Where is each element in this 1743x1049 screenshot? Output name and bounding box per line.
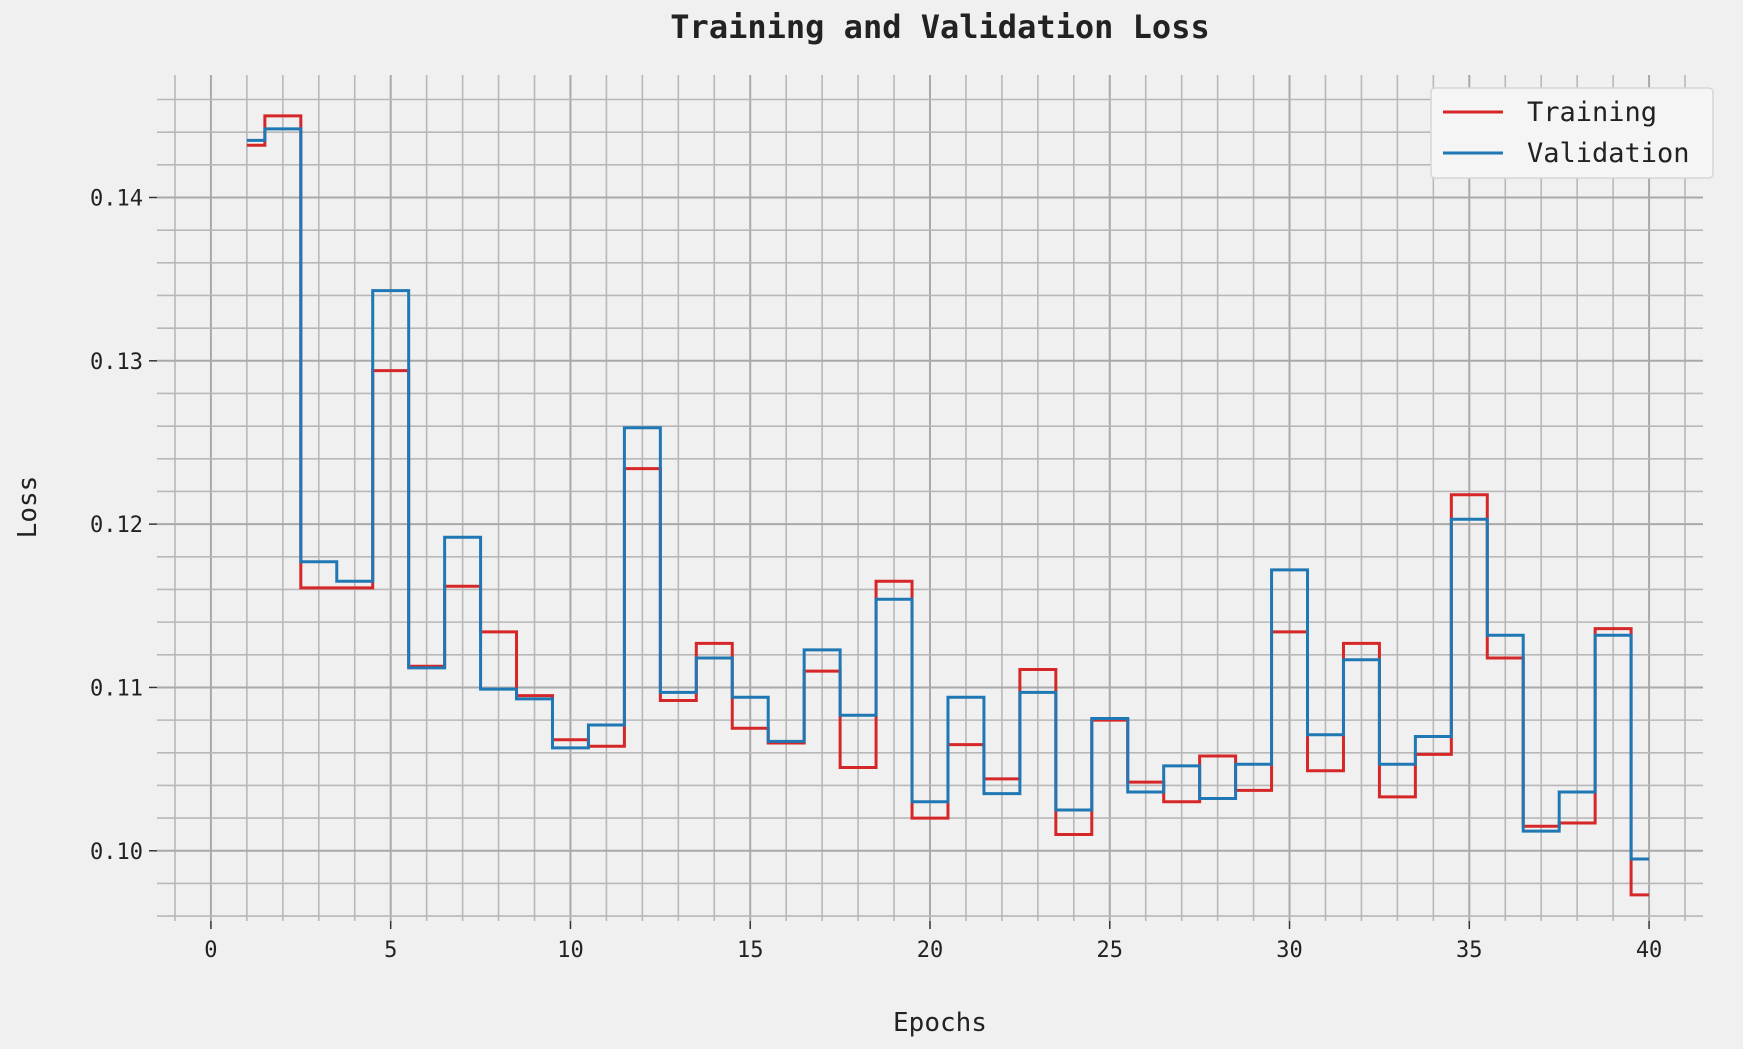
series-line-validation bbox=[246, 127, 1650, 861]
x-tick-label: 35 bbox=[1456, 938, 1483, 963]
y-tick-label: 0.13 bbox=[90, 350, 143, 375]
axes-ticks: 0 5 10 15 20 25 30 35 40 0.10 0.11 0.12 0.13 0.14 bbox=[90, 186, 1662, 963]
y-tick-label: 0.14 bbox=[90, 186, 143, 211]
x-tick-label: 25 bbox=[1097, 938, 1124, 963]
x-tick-label: 5 bbox=[384, 938, 397, 963]
x-tick-label: 30 bbox=[1276, 938, 1303, 963]
chart-title: Training and Validation Loss bbox=[670, 8, 1209, 46]
y-tick-label: 0.10 bbox=[90, 840, 143, 865]
x-tick-label: 15 bbox=[737, 938, 764, 963]
grid bbox=[157, 75, 1703, 921]
y-tick-label: 0.12 bbox=[90, 513, 143, 538]
x-tick-label: 10 bbox=[557, 938, 584, 963]
x-axis-label: Epochs bbox=[893, 1008, 987, 1038]
plot-area bbox=[246, 114, 1650, 897]
y-axis-label: Loss bbox=[13, 476, 43, 539]
y-tick-label: 0.11 bbox=[90, 676, 143, 701]
legend-label-validation: Validation bbox=[1527, 138, 1690, 169]
legend-label-training: Training bbox=[1527, 97, 1657, 128]
legend: Training Validation bbox=[1430, 87, 1714, 179]
x-tick-label: 20 bbox=[917, 938, 944, 963]
x-tick-label: 0 bbox=[204, 938, 217, 963]
x-tick-label: 40 bbox=[1636, 938, 1663, 963]
